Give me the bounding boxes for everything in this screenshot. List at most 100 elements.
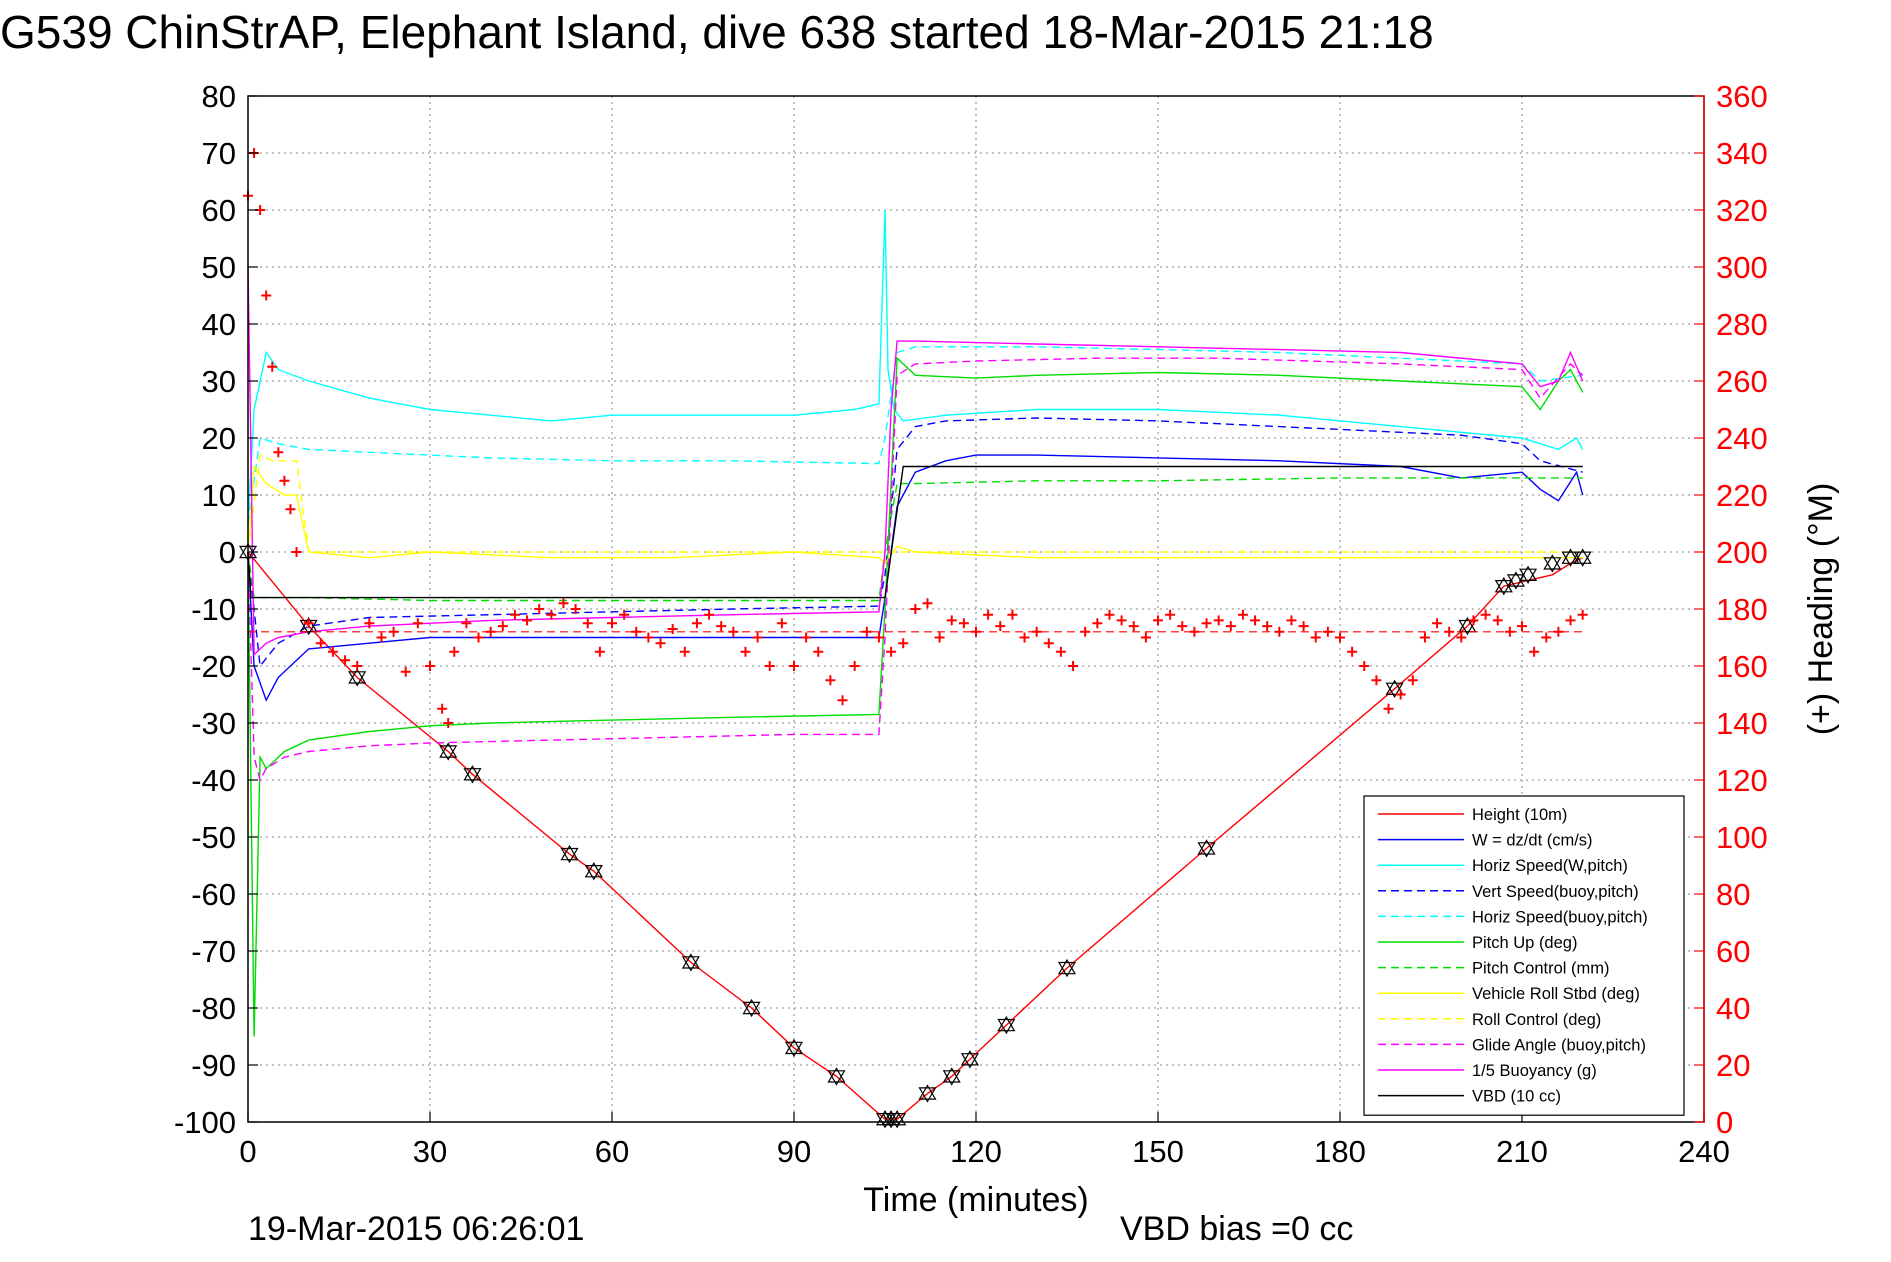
heading-point	[776, 618, 787, 629]
height-marker	[960, 1050, 979, 1069]
right-tick-label: 320	[1716, 193, 1768, 228]
marker-triangle-down	[1494, 579, 1513, 596]
y-tick-label: -20	[191, 649, 236, 684]
heading-point	[364, 618, 375, 629]
heading-point	[1225, 621, 1236, 632]
marker-triangle-up	[1057, 958, 1077, 975]
heading-point	[534, 604, 545, 614]
heading-point	[1468, 615, 1479, 626]
heading-point	[1177, 621, 1188, 632]
heading-point	[1577, 609, 1588, 620]
height-marker	[888, 1109, 907, 1129]
marker-triangle-down	[1519, 568, 1538, 584]
heading-point	[631, 626, 642, 637]
heading-point	[400, 666, 411, 677]
footer-timestamp: 19-Mar-2015 06:26:01	[248, 1210, 584, 1248]
heading-point	[327, 646, 338, 657]
heading-point	[1553, 626, 1564, 637]
heading-point	[1043, 638, 1054, 649]
y-tick-label: 50	[202, 250, 236, 285]
heading-point	[740, 646, 751, 657]
marker-triangle-up	[681, 953, 700, 969]
heading-point	[655, 638, 666, 649]
heading-point	[1080, 626, 1091, 637]
marker-triangle-down	[1561, 551, 1580, 567]
legend: Height (10m) W = dz/dt (cm/s) Horiz Speed(…	[1363, 795, 1685, 1116]
height-marker	[742, 998, 761, 1018]
height-marker	[1494, 577, 1513, 596]
heading-point	[509, 609, 520, 620]
heading-point	[1298, 621, 1309, 632]
heading-point	[303, 618, 314, 629]
heading-point	[1092, 618, 1103, 629]
heading-point	[570, 604, 581, 614]
heading-point	[546, 609, 557, 620]
heading-point	[873, 632, 884, 643]
heading-point	[485, 626, 496, 637]
marker-triangle-down	[439, 745, 458, 761]
axis-ticks: 0 30 60 90 120 150 180 210 24080706050403020100-…	[174, 79, 1768, 1169]
right-tick-label: 180	[1716, 592, 1768, 627]
series-line-10	[247, 266, 1584, 657]
heading-layer	[243, 148, 1588, 728]
right-tick-label: 360	[1716, 79, 1768, 114]
marker-triangle-down	[560, 847, 579, 864]
heading-point	[1541, 632, 1552, 643]
heading-point	[1456, 632, 1467, 643]
height-marker	[918, 1084, 937, 1103]
heading-point	[898, 638, 909, 649]
marker-triangle-up	[560, 844, 579, 861]
marker-triangle-down	[1506, 574, 1525, 590]
right-tick-label: 240	[1716, 421, 1768, 456]
heading-point	[619, 609, 630, 620]
heading-point	[861, 626, 872, 637]
marker-triangle-up	[888, 1109, 907, 1126]
series-line-1	[247, 454, 1584, 702]
heading-point	[1529, 646, 1540, 657]
height-marker	[1543, 554, 1562, 573]
plot-area	[238, 95, 1705, 1129]
heading-point	[1371, 675, 1382, 686]
y-tick-label: -90	[191, 1048, 236, 1083]
y-tick-label: 60	[202, 193, 236, 228]
legend-label-6: Pitch Control (mm)	[1472, 960, 1610, 978]
y-tick-label: 20	[202, 421, 236, 456]
legend-label-8: Roll Control (deg)	[1472, 1011, 1601, 1029]
marker-triangle-up	[1519, 565, 1538, 582]
y-tick-label: -100	[174, 1105, 236, 1140]
series-line-5	[247, 356, 1584, 1037]
heading-point	[752, 632, 763, 643]
marker-triangle-down	[997, 1018, 1016, 1035]
heading-point	[1383, 703, 1394, 714]
heading-point	[449, 646, 460, 657]
heading-point	[1019, 632, 1030, 643]
heading-point	[1286, 615, 1297, 626]
right-tick-label: 100	[1716, 820, 1768, 855]
heading-point	[340, 655, 351, 666]
right-tick-label: 340	[1716, 136, 1768, 171]
heading-point	[1165, 609, 1176, 620]
marker-triangle-up	[1506, 571, 1525, 587]
right-tick-label: 220	[1716, 478, 1768, 513]
heading-point	[1007, 609, 1018, 620]
marker-triangle-down	[1197, 842, 1216, 858]
heading-point	[679, 646, 690, 657]
height-marker	[1197, 839, 1216, 858]
heading-point	[1262, 621, 1273, 632]
y-tick-label: 80	[202, 79, 236, 114]
heading-point	[946, 615, 957, 626]
right-tick-label: 140	[1716, 706, 1768, 741]
height-marker	[942, 1067, 961, 1086]
heading-point	[764, 661, 775, 671]
right-tick-label: 280	[1716, 307, 1768, 342]
heading-point	[728, 626, 739, 637]
footer-vbd-bias: VBD bias =0 cc	[1120, 1210, 1353, 1248]
marker-triangle-down	[463, 768, 482, 784]
heading-point	[443, 718, 454, 728]
heading-point	[1189, 626, 1200, 637]
marker-triangle-up	[960, 1050, 979, 1066]
series-line-11	[247, 465, 1583, 599]
x-tick-label: 180	[1314, 1134, 1366, 1169]
height-marker	[997, 1015, 1016, 1035]
